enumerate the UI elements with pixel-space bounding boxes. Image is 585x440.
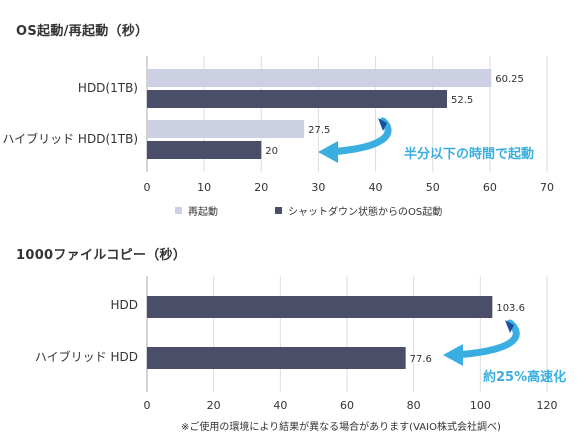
legend-item-boot: シャットダウン状態からのOS起動: [275, 203, 442, 218]
callout-arrow-1: [326, 117, 392, 156]
chart2-title: 1000ファイルコピー（秒）: [16, 248, 187, 263]
x-tick-label: 100: [470, 399, 491, 412]
x-tick-label: 40: [369, 181, 383, 194]
x-tick-label: 50: [426, 181, 440, 194]
legend-label-restart: 再起動: [188, 207, 218, 218]
legend-label-boot: シャットダウン状態からのOS起動: [288, 207, 443, 218]
data-label: 52.5: [451, 95, 473, 106]
x-tick-label: 40: [273, 399, 287, 412]
data-label: 60.25: [495, 74, 524, 85]
callout-arrow-2: [451, 319, 520, 359]
x-tick-label: 70: [540, 181, 554, 194]
chart1-category-label-hdd: HDD(1TB): [77, 81, 138, 95]
chart2-category-label-hdd: HDD: [110, 298, 138, 312]
x-tick-label: 20: [207, 399, 221, 412]
x-tick-label: 10: [197, 181, 211, 194]
x-tick-label: 0: [144, 181, 151, 194]
chart1-annotation: 半分以下の時間で起動: [404, 147, 535, 162]
x-tick-label: 120: [537, 399, 558, 412]
x-tick-label: 20: [254, 181, 268, 194]
callout-arrow-1-head: [318, 141, 338, 163]
data-label: 20: [265, 146, 278, 157]
chart1-title: OS起動/再起動（秒）: [16, 24, 149, 39]
bar: [147, 120, 305, 138]
callout-arrow-2-tail: [505, 320, 514, 333]
callout-arrow-2-head: [443, 344, 463, 366]
x-tick-label: 60: [483, 181, 497, 194]
bar: [147, 69, 492, 87]
x-tick-label: 30: [311, 181, 325, 194]
data-label: 77.6: [410, 354, 432, 365]
bar: [147, 141, 262, 159]
x-tick-label: 80: [407, 399, 421, 412]
legend-item-restart: 再起動: [175, 203, 218, 218]
legend-swatch-boot: [275, 207, 282, 214]
bar: [147, 90, 447, 108]
chart2-category-label-hybrid: ハイブリッド HDD: [34, 350, 138, 364]
data-label: 103.6: [496, 303, 525, 314]
x-tick-label: 0: [144, 399, 151, 412]
bar: [147, 296, 493, 318]
legend-swatch-restart: [175, 207, 182, 214]
x-tick-label: 60: [340, 399, 354, 412]
bar: [147, 347, 406, 369]
callout-arrow-1-tail: [378, 118, 387, 131]
data-label: 27.5: [308, 125, 330, 136]
footnote: ※ご使用の環境により結果が異なる場合があります(VAIO株式会社調べ): [181, 422, 501, 433]
chart1-category-label-hybrid: ハイブリッド HDD(1TB): [2, 132, 138, 146]
chart2-annotation: 約25%高速化: [483, 370, 567, 385]
